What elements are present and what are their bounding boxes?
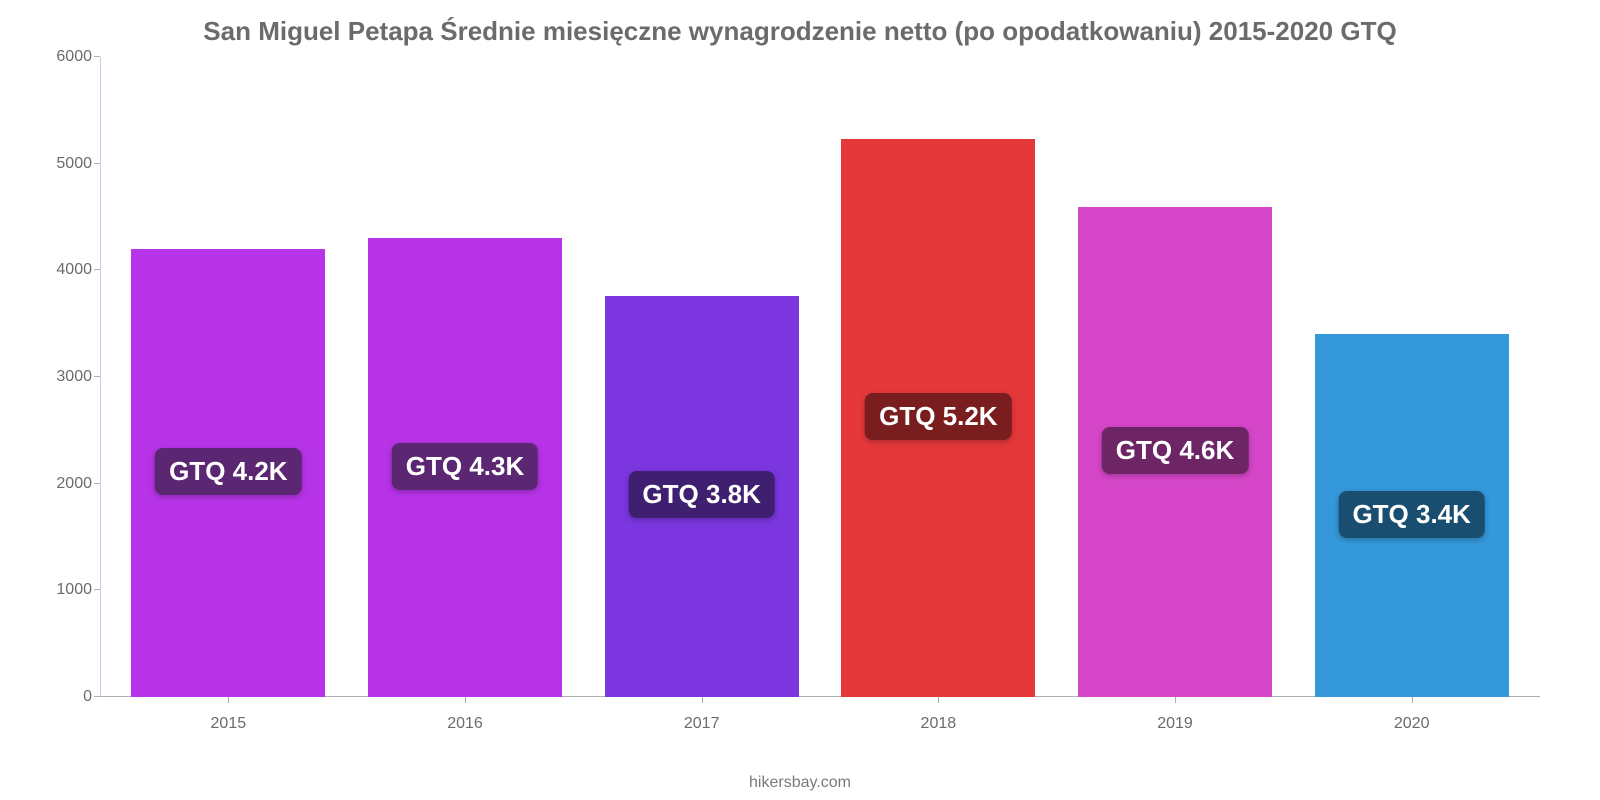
x-tick-label: 2020 [1293, 715, 1530, 733]
x-tick-label: 2016 [347, 715, 584, 733]
x-tick-mark [1412, 697, 1413, 703]
x-tick-label: 2015 [110, 715, 347, 733]
bar: GTQ 3.8K [605, 296, 799, 697]
bars-container: GTQ 4.2K GTQ 4.3K GTQ 3.8K GTQ 5.2K GTQ 4.6K… [100, 57, 1540, 697]
y-tick-label: 4000 [42, 261, 92, 279]
x-tick-mark [465, 697, 466, 703]
x-tick-mark [702, 697, 703, 703]
bar: GTQ 4.2K [131, 249, 325, 697]
y-tick-label: 0 [42, 688, 92, 706]
bar: GTQ 4.3K [368, 238, 562, 697]
bar-value-label: GTQ 3.8K [628, 471, 774, 518]
chart-source: hikersbay.com [0, 774, 1600, 792]
bar-slot: GTQ 5.2K [820, 57, 1057, 697]
bar: GTQ 3.4K [1315, 334, 1509, 697]
x-tick-label: 2019 [1057, 715, 1294, 733]
x-tick-label: 2018 [820, 715, 1057, 733]
bar-slot: GTQ 4.2K [110, 57, 347, 697]
y-tick-label: 3000 [42, 368, 92, 386]
bar-value-label: GTQ 5.2K [865, 393, 1011, 440]
plot-area: 0100020003000400050006000 GTQ 4.2KGTQ 4.… [100, 57, 1540, 697]
bar-slot: GTQ 3.4K [1293, 57, 1530, 697]
x-tick-mark [1175, 697, 1176, 703]
bar-slot: GTQ 4.3K [347, 57, 584, 697]
bar-slot: GTQ 3.8K [583, 57, 820, 697]
bar-value-label: GTQ 3.4K [1338, 491, 1484, 538]
bar-slot: GTQ 4.6K [1057, 57, 1294, 697]
bar-value-label: GTQ 4.2K [155, 448, 301, 495]
y-axis: 0100020003000400050006000 [40, 57, 100, 697]
y-tick-label: 5000 [42, 155, 92, 173]
chart-title: San Miguel Petapa Średnie miesięczne wyn… [40, 16, 1560, 47]
y-tick-label: 2000 [42, 475, 92, 493]
bar-value-label: GTQ 4.3K [392, 443, 538, 490]
y-tick-label: 6000 [42, 48, 92, 66]
x-tick-mark [228, 697, 229, 703]
salary-bar-chart: San Miguel Petapa Średnie miesięczne wyn… [0, 0, 1600, 800]
x-tick-mark [938, 697, 939, 703]
y-tick-label: 1000 [42, 581, 92, 599]
x-tick-label: 2017 [583, 715, 820, 733]
bar: GTQ 5.2K [841, 139, 1035, 697]
bar-value-label: GTQ 4.6K [1102, 427, 1248, 474]
bar: GTQ 4.6K [1078, 207, 1272, 697]
x-axis-labels: 201520162017201820192020 [100, 715, 1540, 733]
